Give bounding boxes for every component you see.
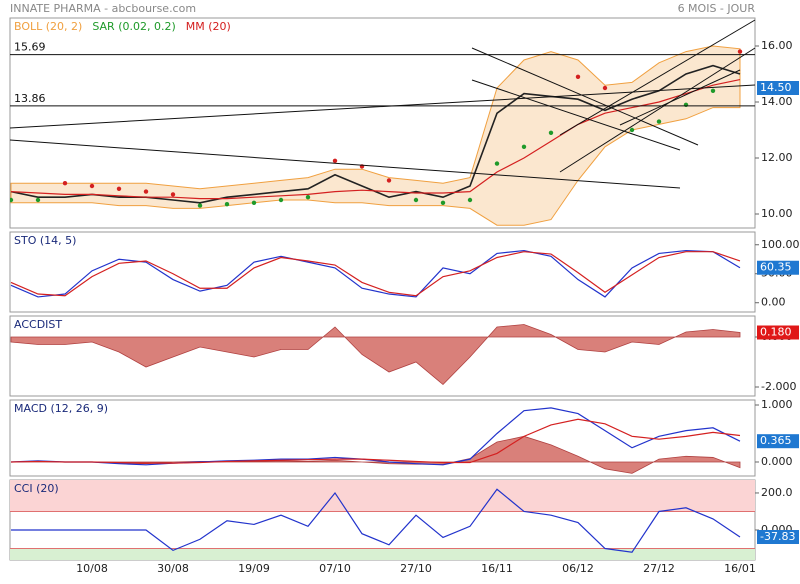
- sar-dot: [143, 189, 149, 194]
- sar-dot: [521, 144, 527, 149]
- sar-dot: [224, 202, 230, 207]
- sar-dot: [548, 130, 554, 135]
- trend-line: [471, 47, 699, 146]
- sar-dot: [602, 85, 608, 91]
- y-tick-label: 12.00: [761, 151, 793, 164]
- sar-dot: [467, 197, 473, 203]
- trend-lines: [9, 19, 756, 189]
- sar-dot: [332, 158, 338, 163]
- legend-entry: MM (20): [186, 20, 231, 33]
- y-tick-label: 200.0: [761, 486, 793, 499]
- period: 6 MOIS - JOUR: [678, 2, 756, 15]
- plot-area: [10, 480, 755, 560]
- sar-dot: [494, 161, 500, 166]
- sar-dot: [413, 197, 419, 203]
- x-tick-label: 30/08: [157, 562, 189, 575]
- y-tick-label: 0.00: [761, 296, 786, 309]
- series-line: [11, 488, 741, 553]
- panels: 10.00 12.00 14.00 16.00 15.69 13.86 BOLL (20, …: [9, 17, 800, 561]
- x-tick-label: 07/10: [319, 562, 351, 575]
- panel-title: ACCDIST: [14, 318, 62, 331]
- series-line: [10, 407, 741, 466]
- area: [10, 324, 741, 386]
- zone: [10, 480, 755, 512]
- sar-dot: [89, 183, 95, 189]
- sar-dot: [170, 192, 176, 197]
- plot-area: [10, 324, 741, 386]
- last-value-label: 60.35: [760, 261, 792, 274]
- y-tick-label: -2.000: [761, 380, 796, 393]
- series-line: [10, 251, 741, 297]
- last-value-box: [757, 325, 799, 340]
- legend-entry: BOLL (20, 2): [14, 20, 82, 33]
- sar-dot: [656, 119, 662, 124]
- price-line: [10, 64, 741, 204]
- trend-line: [9, 139, 681, 189]
- sar-dot: [116, 186, 122, 191]
- sar-dot: [710, 88, 716, 94]
- x-tick-label: 10/08: [76, 562, 108, 575]
- plot-area: [10, 249, 741, 298]
- sar-dot: [575, 74, 581, 80]
- sar-dot: [10, 197, 14, 203]
- page-title: INNATE PHARMA - abcbourse.com: [10, 2, 196, 15]
- last-value-box: [757, 434, 799, 449]
- last-value-label: -37.83: [760, 530, 795, 543]
- y-tick-label: 0.000: [761, 455, 793, 468]
- y-tick-label: 16.00: [761, 39, 793, 52]
- sar-dot: [62, 181, 68, 186]
- panel-frame: [9, 17, 756, 229]
- sar-dot: [251, 200, 257, 205]
- last-value-box: [757, 81, 799, 95]
- sar-dot: [278, 197, 284, 203]
- panel: 10.00 12.00 14.00 16.00 15.69 13.86 BOLL (20, …: [9, 17, 799, 229]
- trend-line: [619, 69, 741, 126]
- level-label: 13.86: [14, 92, 46, 105]
- sar-dot: [629, 127, 635, 133]
- y-tick-label: 100.00: [761, 238, 800, 251]
- trend-line: [559, 19, 756, 136]
- last-value-label: 14.50: [760, 81, 792, 94]
- x-tick-label: 27/12: [643, 562, 675, 575]
- sar-dot: [440, 200, 446, 205]
- panel: 0.000 1.000 MACD (12, 26, 9) 0.365: [9, 398, 799, 477]
- last-value-box: [757, 260, 799, 275]
- trend-line: [559, 47, 756, 173]
- panel-title: CCI (20): [14, 482, 59, 495]
- x-tick-label: 19/09: [238, 562, 270, 575]
- plot-area: [10, 407, 741, 474]
- sar-dot: [386, 178, 392, 183]
- last-value-label: 0.365: [760, 434, 792, 447]
- series-line: [10, 418, 741, 464]
- last-value-box: [757, 530, 799, 545]
- last-value-label: 0.180: [760, 326, 792, 339]
- legend-entry: SAR (0.02, 0.2): [92, 20, 175, 33]
- x-tick-label: 16/11: [481, 562, 513, 575]
- y-tick-label: 10.00: [761, 207, 793, 220]
- panel-frame: [9, 231, 756, 313]
- level-label: 15.69: [14, 41, 46, 54]
- sar-dot: [197, 203, 203, 208]
- x-tick-label: 16/01: [724, 562, 756, 575]
- series-line: [10, 249, 741, 298]
- sar-dot: [35, 197, 41, 203]
- sar-dot: [737, 49, 743, 54]
- x-tick-label: 27/10: [400, 562, 432, 575]
- trend-line: [9, 84, 756, 129]
- y-tick-label: 1.000: [761, 398, 793, 411]
- sar-dot: [305, 195, 311, 200]
- trend-line: [471, 79, 681, 151]
- x-tick-label: 06/12: [562, 562, 594, 575]
- y-tick-label: 14.00: [761, 95, 793, 108]
- zone: [10, 548, 755, 560]
- panel-title: MACD (12, 26, 9): [14, 402, 108, 415]
- bollinger-band: [10, 45, 741, 226]
- panel-title: STO (14, 5): [14, 234, 76, 247]
